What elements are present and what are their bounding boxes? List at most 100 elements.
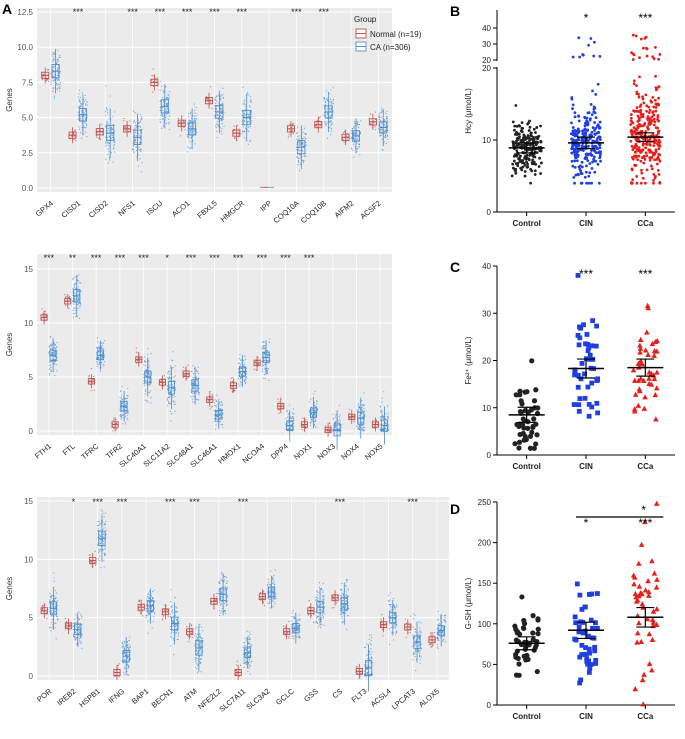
ca-point xyxy=(335,426,337,428)
ca-point xyxy=(50,361,52,363)
normal-point xyxy=(45,315,47,317)
ca-point xyxy=(148,602,150,604)
normal-point xyxy=(90,563,92,565)
normal-point xyxy=(94,550,96,552)
ca-point xyxy=(53,622,56,624)
normal-point xyxy=(41,76,44,78)
ca-point xyxy=(239,365,241,367)
ca-point xyxy=(145,389,147,391)
ca-point xyxy=(105,125,107,127)
ca-point xyxy=(129,658,131,660)
ca-point xyxy=(170,359,173,361)
normal-point xyxy=(184,129,186,131)
ca-point xyxy=(305,141,307,144)
ca-point xyxy=(187,116,190,118)
ca-point xyxy=(120,390,122,392)
ca-point xyxy=(191,401,194,403)
normal-point xyxy=(90,561,93,563)
ca-point xyxy=(169,645,172,647)
ca-point xyxy=(169,616,172,618)
ca-point xyxy=(127,395,129,397)
normal-point xyxy=(115,428,117,430)
ca-point xyxy=(123,651,125,653)
ca-point xyxy=(125,397,127,400)
ca-point xyxy=(194,643,196,645)
ca-point xyxy=(346,628,348,630)
ca-point xyxy=(127,644,129,646)
ca-point xyxy=(75,287,77,290)
ca-point xyxy=(414,636,416,638)
ca-point xyxy=(250,99,252,101)
ca-point xyxy=(104,523,107,525)
ca-point xyxy=(318,609,320,611)
ca-point xyxy=(163,121,165,124)
ca-point xyxy=(54,347,57,350)
normal-point xyxy=(115,418,117,420)
ca-point xyxy=(341,588,343,591)
ca-point xyxy=(105,136,107,138)
ca-point xyxy=(163,119,165,121)
ca-point xyxy=(391,609,393,611)
ca-point xyxy=(148,592,150,594)
ca-point xyxy=(151,627,153,629)
normal-point xyxy=(209,408,211,410)
ca-point xyxy=(141,117,143,119)
ca-point xyxy=(74,312,76,314)
ca-point xyxy=(159,106,161,108)
ca-point xyxy=(106,108,108,110)
ca-point xyxy=(53,71,55,73)
ca-point xyxy=(101,358,103,360)
significance-label: *** xyxy=(335,497,346,507)
ca-point xyxy=(57,49,59,51)
ca-point xyxy=(194,120,196,122)
ca-point xyxy=(240,381,242,384)
ca-point xyxy=(323,104,325,107)
ca-point xyxy=(363,408,365,410)
ca-point xyxy=(381,111,384,113)
ca-point xyxy=(299,636,301,639)
ca-point xyxy=(162,90,164,92)
ca-point xyxy=(56,67,59,69)
normal-point xyxy=(369,113,372,115)
normal-point xyxy=(382,635,384,637)
ca-point xyxy=(55,364,57,366)
ca-point xyxy=(358,406,360,409)
ca-point xyxy=(197,399,199,401)
ca-point xyxy=(216,420,218,423)
ca-point xyxy=(381,133,383,135)
ca-point xyxy=(139,148,142,150)
ca-point xyxy=(299,619,301,621)
legend-title: Group xyxy=(354,15,377,24)
ca-point xyxy=(414,631,417,633)
ca-point xyxy=(296,144,298,146)
normal-point xyxy=(288,637,290,639)
ca-point xyxy=(330,123,333,126)
ca-point xyxy=(345,604,347,606)
ca-point xyxy=(418,650,420,653)
normal-point xyxy=(231,390,234,392)
ca-point xyxy=(330,130,332,132)
ca-point xyxy=(244,645,246,647)
ca-point xyxy=(238,358,240,360)
ca-point xyxy=(342,607,344,609)
normal-point xyxy=(142,615,144,617)
normal-point xyxy=(216,596,218,598)
ca-point xyxy=(356,133,358,135)
ca-point xyxy=(249,96,251,98)
significance-label: *** xyxy=(238,497,249,507)
ca-point xyxy=(148,377,150,379)
ca-point xyxy=(174,401,176,403)
normal-point xyxy=(151,74,153,77)
ca-point xyxy=(244,662,246,664)
ca-point xyxy=(379,116,381,118)
ca-point xyxy=(53,80,55,82)
ca-point xyxy=(194,634,196,636)
ca-point xyxy=(320,619,322,621)
ca-point xyxy=(175,631,177,634)
ca-point xyxy=(220,401,222,403)
ca-point xyxy=(174,614,176,616)
ca-point xyxy=(171,412,173,415)
ca-point xyxy=(134,131,137,134)
ca-point xyxy=(361,421,363,424)
ca-point xyxy=(167,123,170,125)
